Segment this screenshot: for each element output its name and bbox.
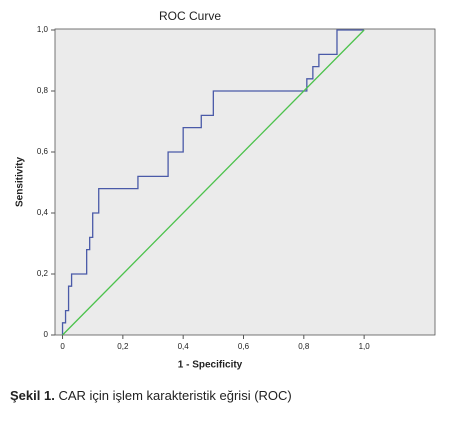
chart: ROC Curve 1 - Specificity Sensitivity 0 0…: [15, 9, 436, 371]
y-tick-label: 0,6: [37, 147, 49, 156]
plot-area: [54, 28, 436, 336]
x-axis-label: 1 - Specificity: [178, 360, 243, 371]
line: [61, 29, 365, 335]
x-tick-label: 0: [60, 342, 65, 351]
caption-text: CAR için işlem karakteristik eğrisi (ROC…: [58, 388, 292, 403]
x-tick-label: 0,6: [238, 342, 250, 351]
y-tick-label: 0,4: [37, 208, 49, 217]
y-tick-label: 1,0: [37, 25, 49, 34]
y-tick-label: 0: [44, 330, 49, 339]
caption-label: Şekil 1.: [10, 388, 55, 403]
x-tick-label: 1,0: [359, 342, 371, 351]
x-tick-label: 0,2: [117, 342, 129, 351]
chart-title: ROC Curve: [159, 9, 221, 23]
caption: Şekil 1. CAR için işlem karakteristik eğ…: [10, 388, 292, 403]
x-tick-label: 0,4: [178, 342, 190, 351]
x-tick-label: 0,8: [298, 342, 310, 351]
line: [62, 29, 365, 336]
y-axis-label: Sensitivity: [15, 157, 26, 207]
y-tick-label: 0,8: [37, 86, 49, 95]
y-tick-label: 0,2: [37, 269, 49, 278]
